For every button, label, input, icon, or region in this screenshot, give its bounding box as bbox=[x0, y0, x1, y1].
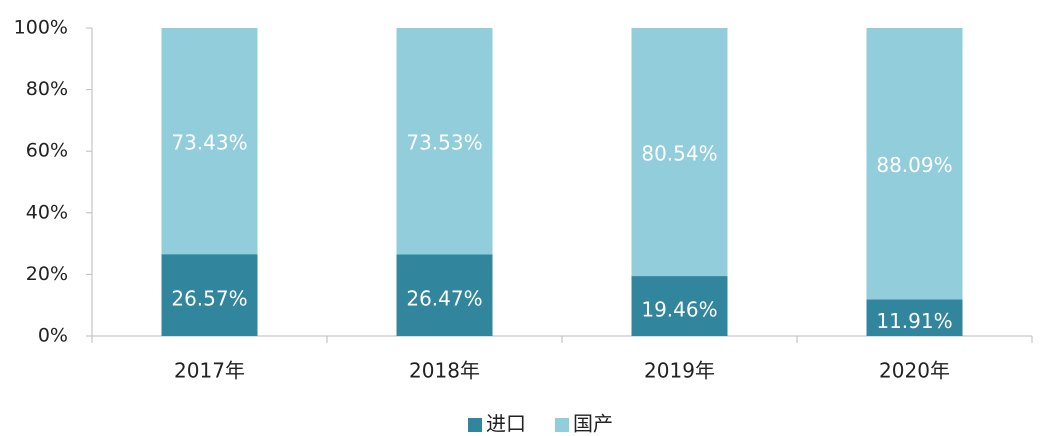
y-tick-label: 20% bbox=[26, 263, 68, 285]
bar-segment bbox=[396, 254, 493, 336]
bar-segment bbox=[866, 28, 963, 300]
bar-segment bbox=[161, 254, 258, 336]
y-tick-label: 0% bbox=[38, 325, 68, 347]
data-label: 73.53% bbox=[406, 131, 482, 155]
data-label: 26.47% bbox=[406, 287, 482, 311]
y-tick-label: 60% bbox=[26, 140, 68, 162]
bar-segment bbox=[866, 299, 963, 336]
bar-segment bbox=[396, 28, 493, 255]
bar-segment bbox=[161, 28, 258, 255]
legend-swatch bbox=[468, 418, 482, 432]
y-tick-label: 100% bbox=[14, 17, 68, 39]
legend-label: 国产 bbox=[573, 412, 613, 436]
data-label: 88.09% bbox=[876, 153, 952, 177]
data-label: 80.54% bbox=[641, 142, 717, 166]
x-tick-label: 2018年 bbox=[409, 359, 480, 383]
data-label: 19.46% bbox=[641, 298, 717, 322]
bar-segment bbox=[631, 28, 728, 277]
x-tick-label: 2020年 bbox=[879, 359, 950, 383]
x-tick-label: 2017年 bbox=[174, 359, 245, 383]
bar-segment bbox=[631, 276, 728, 336]
legend-swatch bbox=[555, 418, 569, 432]
x-tick-label: 2019年 bbox=[644, 359, 715, 383]
legend-label: 进口 bbox=[486, 412, 526, 436]
data-label: 73.43% bbox=[171, 131, 247, 155]
data-label: 11.91% bbox=[876, 309, 952, 333]
y-tick-label: 80% bbox=[26, 78, 68, 100]
y-tick-label: 40% bbox=[26, 201, 68, 223]
data-label: 26.57% bbox=[171, 287, 247, 311]
